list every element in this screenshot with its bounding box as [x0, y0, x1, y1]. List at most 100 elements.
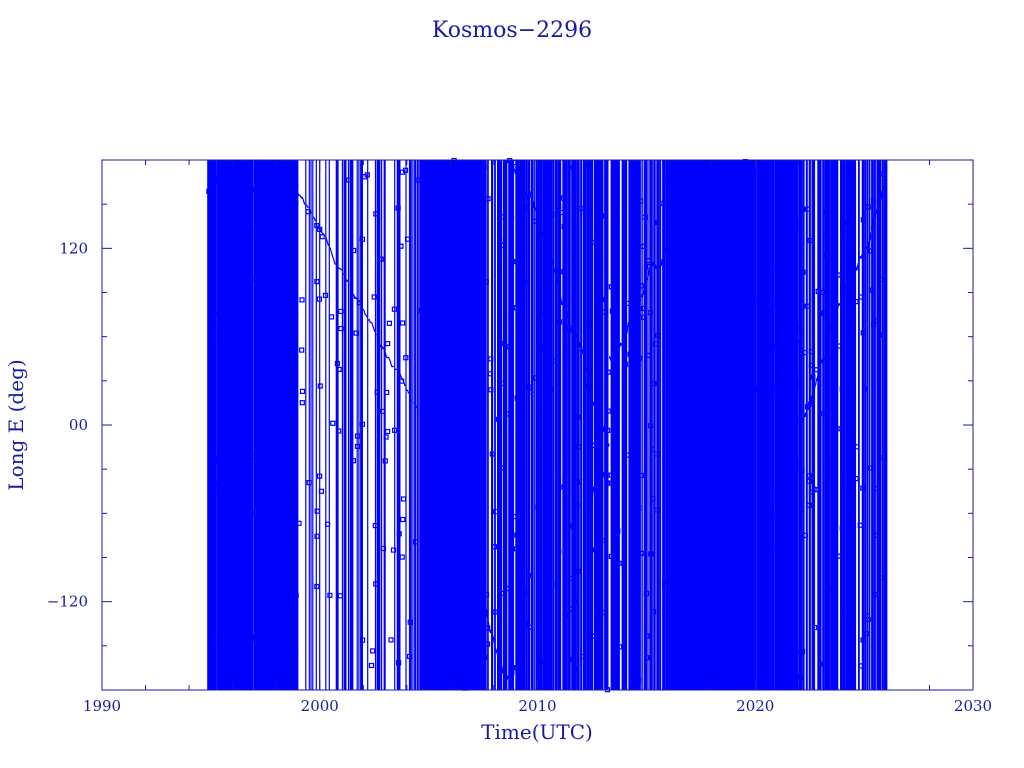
- data-point: [483, 279, 489, 285]
- data-point: [799, 468, 805, 474]
- data-point: [863, 631, 869, 637]
- data-point: [597, 342, 603, 348]
- chart-title: Kosmos−2296: [432, 18, 592, 43]
- data-point: [867, 248, 873, 254]
- data-point: [230, 676, 236, 683]
- data-point: [690, 325, 697, 331]
- data-point: [468, 313, 474, 319]
- data-point: [296, 520, 302, 526]
- data-point: [862, 386, 868, 392]
- data-point: [396, 660, 402, 666]
- data-point: [299, 400, 305, 406]
- data-point: [337, 593, 343, 599]
- data-point: [673, 476, 680, 482]
- data-point: [554, 581, 560, 587]
- data-point: [449, 681, 456, 687]
- data-point: [858, 663, 864, 669]
- data-point: [613, 547, 619, 553]
- data-point: [354, 443, 361, 449]
- data-point: [413, 539, 419, 545]
- data-point: [353, 330, 359, 336]
- data-point: [643, 590, 650, 597]
- data-point: [641, 305, 647, 311]
- data-point: [497, 238, 503, 244]
- data-point: [318, 488, 324, 494]
- data-point: [360, 637, 366, 643]
- data-point: [423, 193, 429, 200]
- data-point: [289, 370, 295, 376]
- data-point: [779, 417, 785, 423]
- data-point: [223, 514, 229, 520]
- data-point: [645, 352, 652, 358]
- data-point: [749, 526, 756, 532]
- data-point: [216, 310, 222, 316]
- data-point: [406, 653, 413, 660]
- data-point: [692, 389, 698, 395]
- data-point: [770, 263, 777, 269]
- data-point: [585, 383, 591, 390]
- data-point: [290, 258, 297, 264]
- data-point: [401, 496, 407, 502]
- data-point: [789, 630, 795, 636]
- data-point: [711, 178, 718, 184]
- data-point: [513, 546, 520, 552]
- data-point: [260, 508, 266, 514]
- data-point: [467, 479, 473, 485]
- data-point: [767, 289, 773, 295]
- data-point: [435, 443, 441, 449]
- data-point: [561, 484, 567, 490]
- data-point: [322, 292, 329, 298]
- data-point: [797, 326, 803, 332]
- data-point: [575, 414, 581, 420]
- data-point: [872, 591, 878, 598]
- data-point: [671, 280, 677, 286]
- data-point: [700, 278, 706, 284]
- data-point: [418, 308, 424, 314]
- data-point: [715, 628, 721, 634]
- data-point: [526, 384, 532, 390]
- data-point: [813, 367, 820, 373]
- data-point: [831, 246, 837, 252]
- data-point: [271, 474, 278, 480]
- data-point: [240, 209, 246, 215]
- data-point: [694, 482, 700, 488]
- data-point: [550, 358, 557, 364]
- data-point: [373, 581, 379, 587]
- data-point: [240, 423, 246, 429]
- data-point: [537, 310, 543, 316]
- data-point: [836, 343, 842, 349]
- data-point: [750, 324, 757, 330]
- data-point: [374, 389, 380, 395]
- data-point: [350, 458, 356, 464]
- data-point: [603, 472, 609, 478]
- data-point: [514, 532, 520, 538]
- data-point: [672, 681, 679, 687]
- data-point: [532, 218, 538, 224]
- data-point: [419, 226, 425, 232]
- data-point: [456, 302, 462, 308]
- data-point: [459, 580, 465, 586]
- data-point: [222, 186, 228, 192]
- data-point: [713, 197, 719, 203]
- data-point: [808, 489, 815, 495]
- data-point: [768, 666, 774, 672]
- data-point: [646, 263, 652, 270]
- data-point: [448, 528, 454, 534]
- data-point: [488, 356, 494, 362]
- data-point: [778, 440, 784, 446]
- data-point: [804, 206, 811, 212]
- data-point: [860, 637, 866, 643]
- data-point: [570, 656, 576, 663]
- data-point: [317, 226, 323, 232]
- data-point: [508, 215, 515, 221]
- data-point: [717, 470, 723, 476]
- data-point: [763, 366, 770, 372]
- data-point: [421, 200, 427, 206]
- data-point: [399, 378, 405, 384]
- data-point: [802, 350, 808, 356]
- data-point: [625, 452, 631, 458]
- data-point: [371, 294, 377, 300]
- data-point: [574, 479, 581, 485]
- data-point: [514, 395, 520, 401]
- data-point: [703, 682, 709, 688]
